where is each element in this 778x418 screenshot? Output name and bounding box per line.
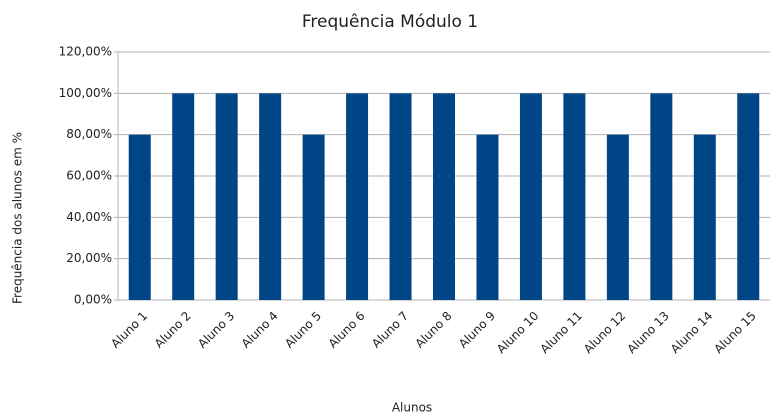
- bar: [519, 93, 542, 300]
- y-axis-label: Frequência dos alunos em %: [11, 132, 25, 304]
- x-tick-label: Aluno 4: [239, 309, 281, 351]
- x-tick-label: Aluno 9: [456, 309, 498, 351]
- bar: [737, 93, 760, 300]
- bar: [476, 134, 499, 300]
- bar: [606, 134, 629, 300]
- chart-title: Frequência Módulo 1: [302, 12, 478, 32]
- x-tick-label: Aluno 12: [581, 309, 629, 357]
- y-tick-label: 0,00%: [74, 293, 112, 307]
- bar: [128, 134, 151, 300]
- x-tick-label: Aluno 11: [537, 309, 585, 357]
- x-tick-label: Aluno 14: [668, 309, 716, 357]
- x-tick-label: Aluno 13: [624, 309, 672, 357]
- bar: [563, 93, 586, 300]
- bar: [389, 93, 412, 300]
- bar: [172, 93, 195, 300]
- y-tick-label: 100,00%: [59, 86, 112, 100]
- y-tick-label: 80,00%: [66, 127, 112, 141]
- bar: [433, 93, 455, 300]
- bar: [215, 93, 238, 300]
- x-tick-label: Aluno 8: [412, 309, 454, 351]
- x-tick-label: Aluno 2: [152, 309, 194, 351]
- x-tick-label: Aluno 10: [494, 309, 542, 357]
- x-tick-label: Aluno 5: [282, 309, 324, 351]
- y-tick-label: 40,00%: [66, 210, 112, 224]
- bar: [650, 93, 673, 300]
- bar: [259, 93, 282, 300]
- bar: [302, 134, 325, 300]
- x-tick-label: Aluno 15: [711, 309, 759, 357]
- y-tick-label: 20,00%: [66, 251, 112, 265]
- x-tick-label: Aluno 6: [326, 309, 368, 351]
- x-axis-label: Alunos: [392, 401, 432, 415]
- bar: [693, 134, 716, 300]
- x-tick-label: Aluno 3: [195, 309, 237, 351]
- x-tick-label: Aluno 7: [369, 309, 411, 351]
- y-tick-label: 60,00%: [66, 169, 112, 183]
- bar: [346, 93, 369, 300]
- y-tick-label: 120,00%: [59, 45, 112, 59]
- x-tick-label: Aluno 1: [108, 309, 150, 351]
